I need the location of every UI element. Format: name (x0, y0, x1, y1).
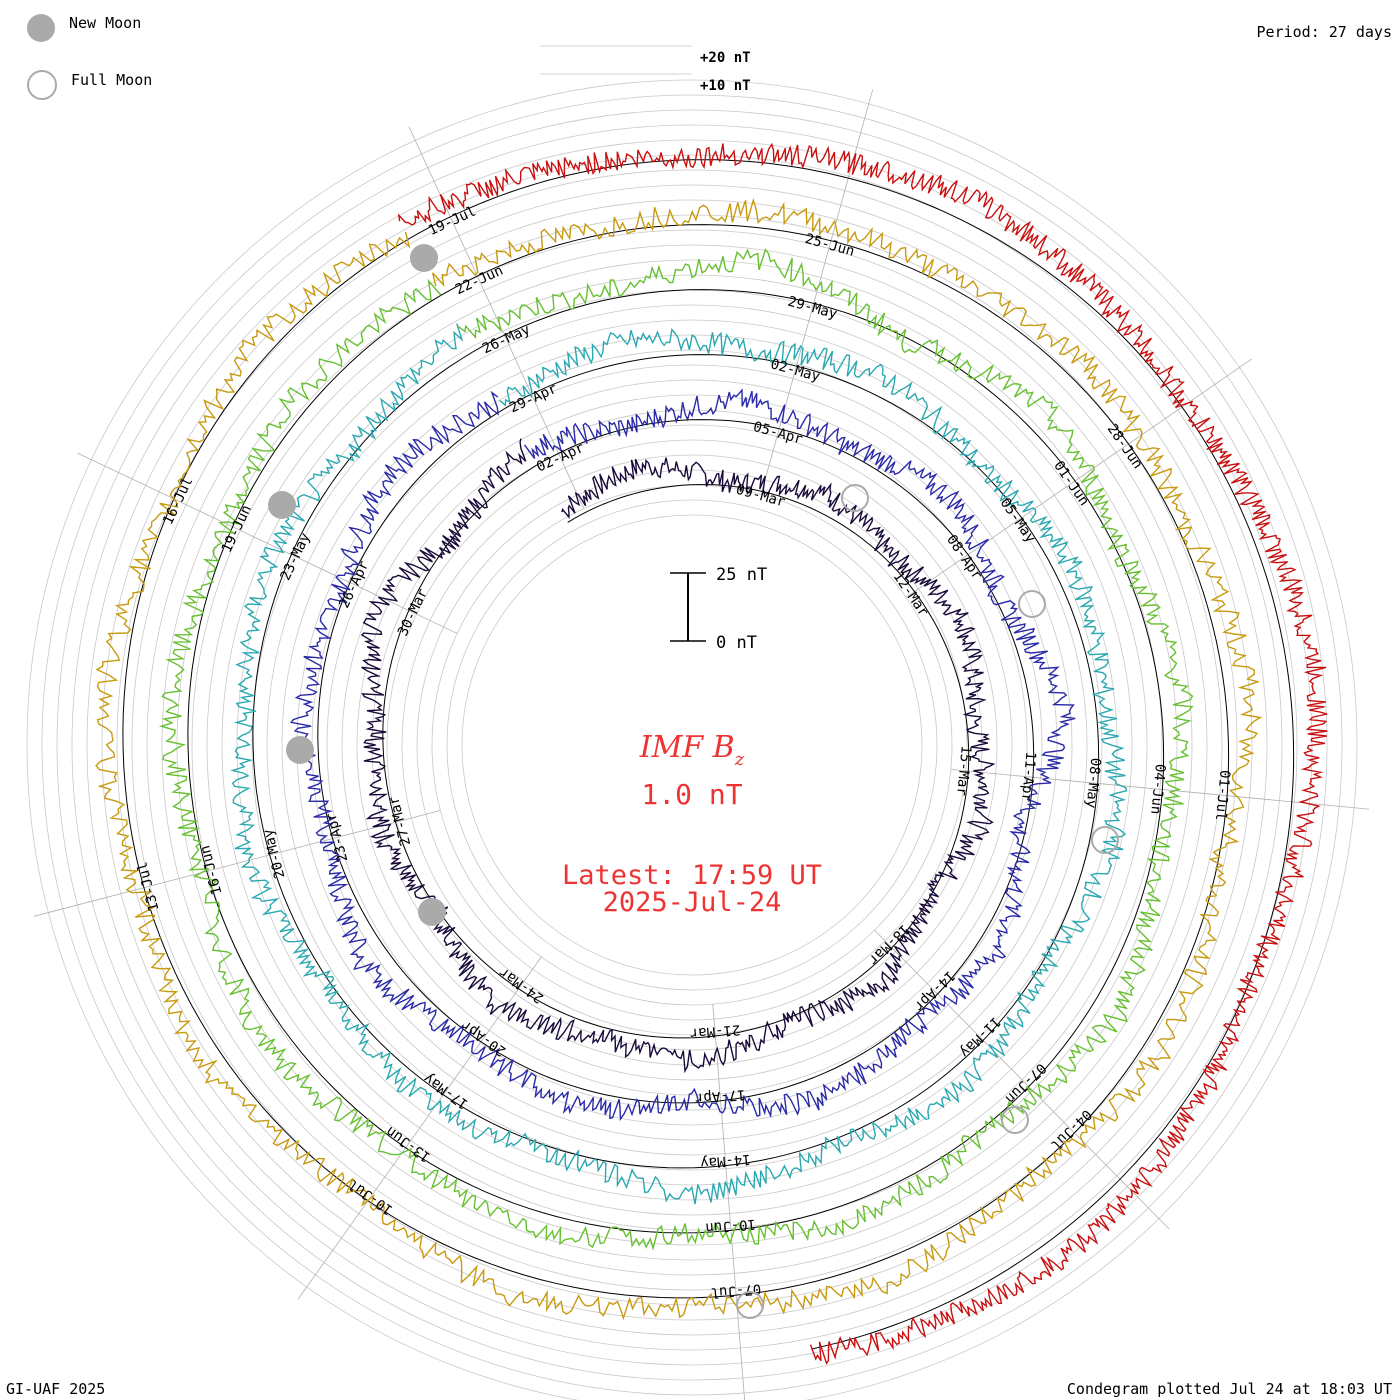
new-moon-marker (286, 736, 314, 764)
full-moon-marker (1091, 826, 1119, 854)
outer-scale-labels: +20 nT +10 nT (540, 45, 751, 94)
scale-bar-top-label: 25 nT (716, 565, 767, 585)
new-moon-label: New Moon (69, 14, 142, 32)
baseline-spiral (317, 408, 1035, 1104)
moon-markers (268, 244, 1119, 1319)
grid-ring (341, 394, 1043, 1096)
grid-spoke (77, 452, 458, 634)
date-tick-label: 08-May (1083, 757, 1104, 809)
plotted-label: Condegram plotted Jul 24 at 18:03 UT (1066, 1380, 1392, 1398)
grid-ring (251, 304, 1133, 1186)
series-traces (95, 142, 1328, 1365)
grid-ring (146, 199, 1238, 1291)
grid-spoke (905, 358, 1253, 598)
series-trace (95, 197, 1263, 1321)
full-moon-marker (841, 484, 869, 512)
grid-ring (446, 499, 938, 991)
date-tick-label: 29-May (786, 294, 839, 323)
date-tick-label: 05-Apr (751, 419, 804, 448)
full-moon-marker (736, 1291, 764, 1319)
quantity-subscript: z (734, 749, 745, 770)
grid-ring (86, 139, 1298, 1351)
date-tick-label: 07-Jul (710, 1280, 762, 1300)
date-tick-label: 26-Apr (336, 558, 372, 611)
date-tick-label: 16-Jul (160, 475, 196, 528)
full-moon-icon (27, 70, 57, 100)
scale-bar: 25 nT 0 nT (670, 565, 767, 653)
credit-label: GI-UAF 2025 (6, 1380, 106, 1398)
grid-spoke (408, 126, 585, 509)
latest-date: 2025-Jul-24 (603, 887, 782, 918)
ring-grid (26, 79, 1370, 1400)
new-moon-marker (418, 898, 446, 926)
grid-ring (26, 79, 1358, 1400)
latest-time: Latest: 17:59 UT (562, 860, 822, 891)
grid-ring (56, 109, 1328, 1381)
grid-ring (266, 319, 1118, 1171)
date-tick-label: 26-May (480, 322, 533, 358)
date-tick-label: 10-Jun (705, 1216, 757, 1236)
grid-ring (356, 409, 1028, 1081)
baseline-spiral (409, 159, 1295, 1350)
scale-bar-bottom-label: 0 nT (716, 633, 757, 653)
series-trace (230, 323, 1128, 1205)
date-tick-label: 16-Jun (197, 844, 225, 897)
date-tick-label: 12-Mar (890, 569, 932, 620)
baseline-spiral (382, 465, 970, 1039)
series-trace (158, 248, 1194, 1251)
grid-ring (131, 184, 1253, 1306)
grid-ring (101, 154, 1283, 1336)
date-tick-label: 23-Apr (323, 811, 351, 864)
date-tick-label: 29-Apr (507, 381, 560, 417)
grid-ring (461, 514, 923, 976)
grid-ring (41, 94, 1343, 1396)
date-tick-label: 20-Apr (459, 1017, 509, 1059)
baseline-spiral (252, 351, 1100, 1169)
full-moon-label: Full Moon (71, 71, 153, 89)
grid-ring (176, 229, 1208, 1261)
date-tick-label: 14-May (700, 1151, 752, 1171)
date-tick-label: 04-Jun (1147, 763, 1168, 815)
grid-spoke (297, 956, 542, 1300)
grid-ring (116, 169, 1268, 1321)
date-tick-label: 19-Jul (426, 203, 479, 239)
new-moon-marker (268, 491, 296, 519)
quantity-main: IMF B (639, 730, 735, 765)
grid-ring (326, 379, 1058, 1111)
date-tick-label: 17-Apr (694, 1086, 746, 1106)
quantity-title: IMF Bz (639, 730, 745, 770)
outer-scale-label: +10 nT (700, 78, 751, 94)
new-moon-icon (27, 14, 55, 42)
full-moon-marker (1018, 590, 1046, 618)
grid-spoke (950, 769, 1370, 810)
series-trace (397, 142, 1328, 1365)
date-tick-label: 23-May (278, 531, 314, 584)
grid-ring (206, 259, 1178, 1231)
legend-new-moon: New Moon (27, 14, 141, 42)
grid-ring (161, 214, 1223, 1276)
full-moon-marker (1001, 1106, 1029, 1134)
legend-full-moon: Full Moon (27, 70, 152, 100)
date-tick-label: 01-Jul (1212, 769, 1233, 821)
date-tick-label: 10-Jul (346, 1176, 396, 1218)
grid-spoke (33, 810, 441, 917)
outer-scale-label: +20 nT (700, 50, 751, 66)
period-label: Period: 27 days (1256, 23, 1392, 41)
date-tick-label: 21-Mar (689, 1021, 741, 1041)
date-tick-label: 13-Jul (134, 860, 162, 913)
date-tick-label: 11-Apr (1018, 751, 1039, 803)
date-tick-label: 20-May (260, 827, 288, 880)
new-moon-marker (410, 244, 438, 272)
series-trace (360, 438, 996, 1074)
date-tick-label: 27-Mar (386, 794, 414, 847)
grid-ring (191, 244, 1193, 1246)
date-tick-label: 02-May (769, 356, 822, 385)
grid-ring (386, 439, 998, 1051)
current-value: 1.0 nT (641, 778, 742, 811)
baseline-spiral (187, 289, 1165, 1234)
date-tick-label: 15-Mar (953, 745, 974, 797)
grid-spoke (712, 1004, 746, 1400)
